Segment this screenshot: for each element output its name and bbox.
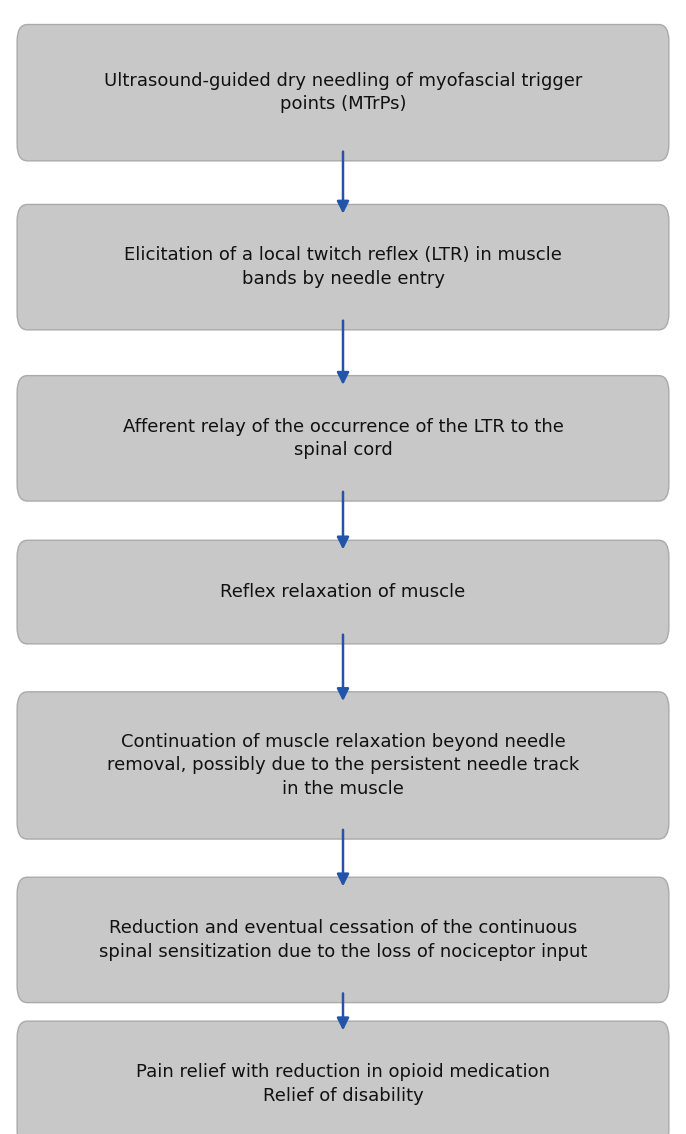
Text: Reduction and eventual cessation of the continuous
spinal sensitization due to t: Reduction and eventual cessation of the … (99, 920, 587, 960)
FancyBboxPatch shape (17, 1021, 669, 1134)
Text: Pain relief with reduction in opioid medication
Relief of disability: Pain relief with reduction in opioid med… (136, 1063, 550, 1105)
FancyBboxPatch shape (17, 878, 669, 1002)
FancyBboxPatch shape (17, 204, 669, 330)
FancyBboxPatch shape (17, 692, 669, 839)
Text: Elicitation of a local twitch reflex (LTR) in muscle
bands by needle entry: Elicitation of a local twitch reflex (LT… (124, 246, 562, 288)
FancyBboxPatch shape (17, 540, 669, 644)
FancyBboxPatch shape (17, 375, 669, 501)
Text: Continuation of muscle relaxation beyond needle
removal, possibly due to the per: Continuation of muscle relaxation beyond… (107, 733, 579, 798)
Text: Afferent relay of the occurrence of the LTR to the
spinal cord: Afferent relay of the occurrence of the … (123, 417, 563, 459)
Text: Ultrasound-guided dry needling of myofascial trigger
points (MTrPs): Ultrasound-guided dry needling of myofas… (104, 71, 582, 113)
FancyBboxPatch shape (17, 25, 669, 161)
Text: Reflex relaxation of muscle: Reflex relaxation of muscle (220, 583, 466, 601)
